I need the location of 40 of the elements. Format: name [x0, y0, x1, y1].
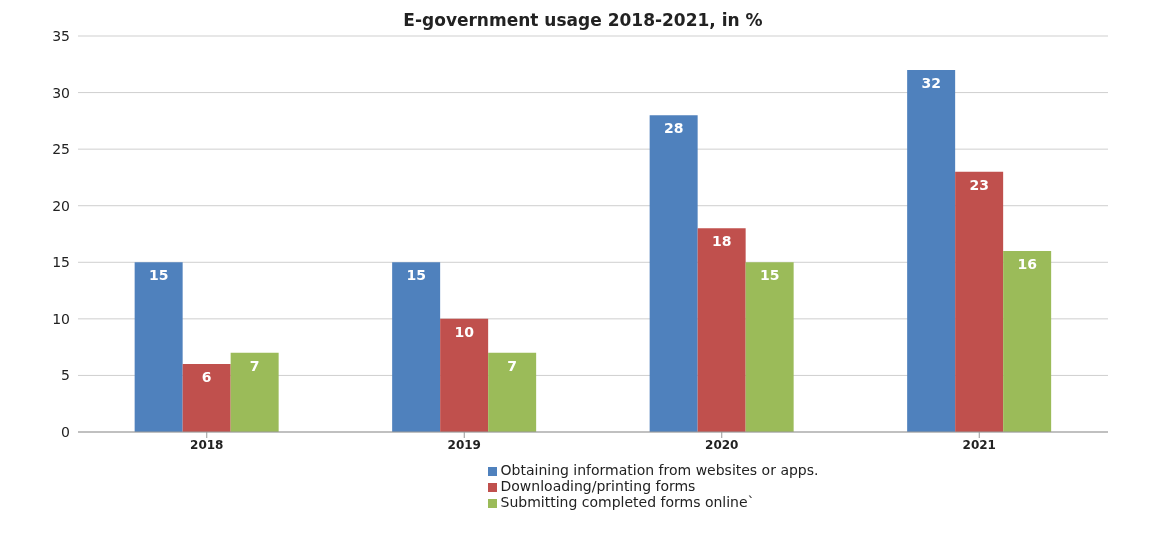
- x-tick-label: 2021: [962, 437, 996, 452]
- bar: [1003, 250, 1052, 432]
- legend-label: Downloading/printing forms: [500, 478, 696, 494]
- data-label: 10: [454, 323, 475, 340]
- y-tick-label: 30: [52, 84, 70, 101]
- data-label: 28: [663, 120, 684, 137]
- data-label: 16: [1017, 255, 1037, 272]
- x-tick-label: 2019: [447, 437, 481, 452]
- x-tick-label: 2020: [705, 437, 739, 452]
- data-label: 15: [406, 267, 426, 284]
- bar: [907, 69, 956, 432]
- bar: [440, 318, 489, 432]
- data-label: 7: [249, 357, 260, 374]
- data-label: 15: [148, 267, 169, 284]
- y-tick-label: 35: [52, 27, 70, 44]
- bar: [392, 262, 441, 432]
- chart-title: E-government usage 2018-2021, in %: [403, 10, 763, 30]
- y-tick-label: 25: [52, 141, 70, 158]
- y-tick-label: 20: [52, 197, 70, 214]
- legend-label: Obtaining information from websites or apps.: [500, 462, 819, 478]
- bar: [182, 364, 231, 432]
- x-tick-label: 2018: [190, 437, 224, 452]
- bar: [488, 352, 537, 432]
- bar: [230, 352, 279, 432]
- data-label: 7: [507, 357, 518, 374]
- y-tick-label: 10: [52, 310, 70, 327]
- bar: [955, 171, 1004, 432]
- y-tick-label: 15: [52, 254, 70, 271]
- bar: [134, 262, 183, 432]
- bar: [697, 228, 746, 432]
- data-label: 6: [201, 369, 212, 386]
- data-label: 32: [921, 74, 941, 91]
- data-label: 23: [969, 176, 989, 193]
- bar: [649, 115, 698, 432]
- bar: [745, 262, 794, 432]
- y-tick-label: 5: [61, 367, 70, 384]
- y-tick-label: 0: [61, 423, 70, 440]
- data-label: 15: [759, 267, 780, 284]
- legend-label: Submitting completed forms online`: [500, 494, 755, 510]
- data-label: 18: [711, 233, 732, 250]
